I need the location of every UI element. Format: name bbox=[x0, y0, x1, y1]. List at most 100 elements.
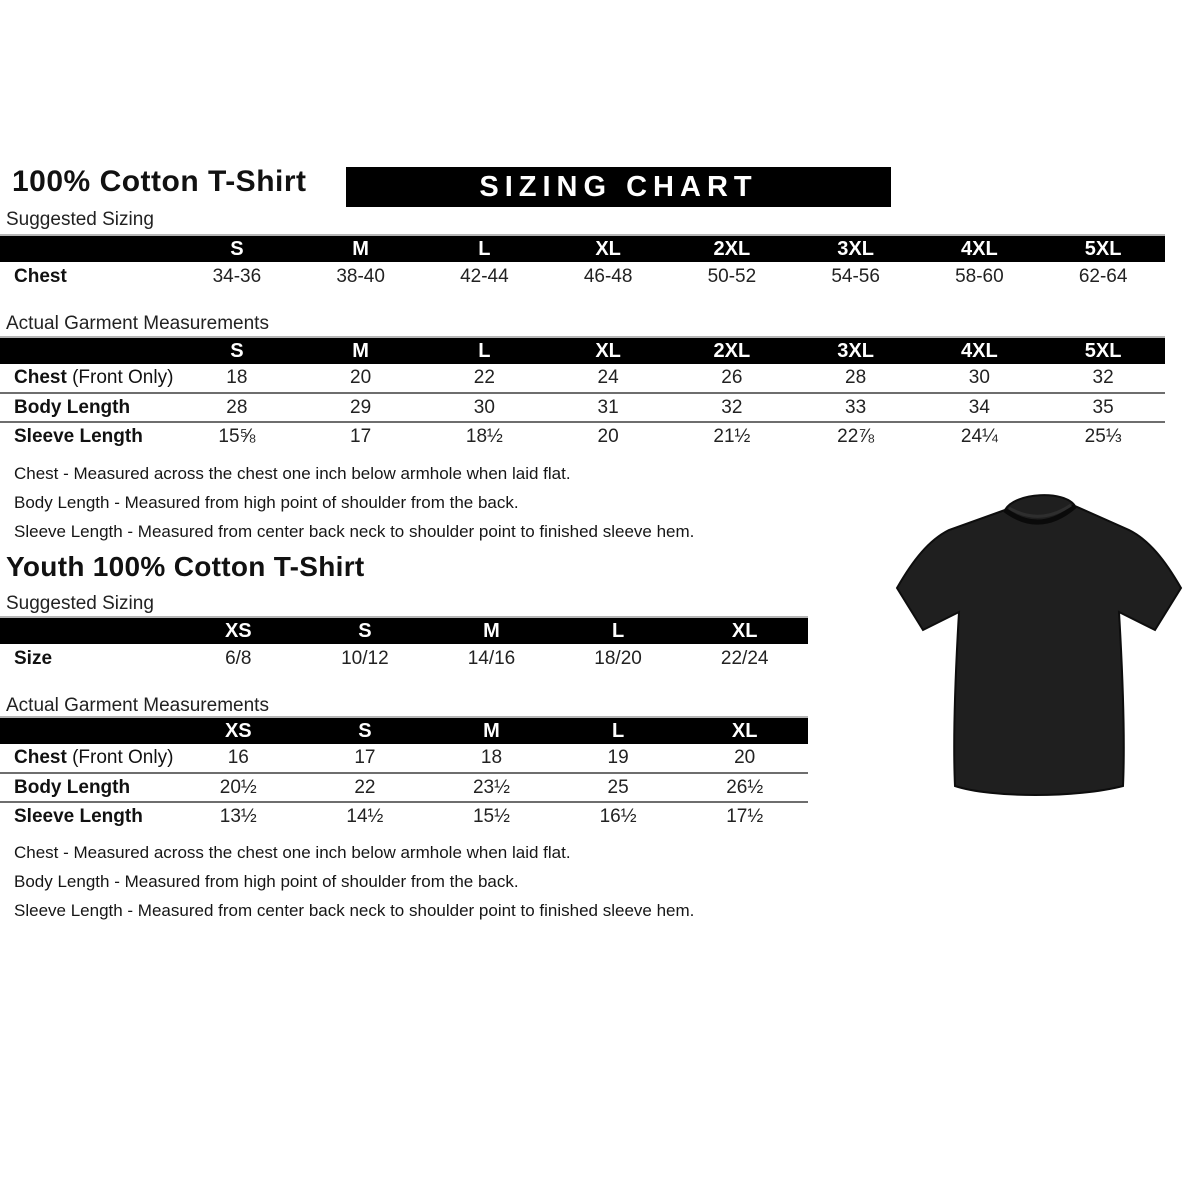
column-header-m: M bbox=[428, 717, 555, 744]
table-corner-cell bbox=[0, 235, 175, 262]
adult-actual-measurements-label: Actual Garment Measurements bbox=[6, 313, 269, 334]
measurement-value: 28 bbox=[845, 367, 867, 388]
black-tshirt-image bbox=[893, 480, 1193, 805]
measurement-value: 17 bbox=[350, 426, 372, 447]
column-header-2xl: 2XL bbox=[670, 235, 794, 262]
measurement-value: 46-48 bbox=[583, 265, 633, 287]
measurement-value: 28 bbox=[226, 396, 248, 418]
table-row: Chest 34-36 38-40 42-44 46-48 50-52 54-56 58-60… bbox=[0, 262, 1165, 291]
youth-suggested-sizing-label: Suggested Sizing bbox=[6, 593, 154, 614]
column-header-3xl: 3XL bbox=[793, 337, 918, 364]
measurement-value: 24 bbox=[597, 367, 619, 388]
measurement-value: 29 bbox=[350, 396, 372, 418]
measurement-value: 50-52 bbox=[707, 265, 757, 287]
table-row: Sleeve Length 15⅝ 17 18½ 20 21½ 22⅞ 24¼ 25⅓ bbox=[0, 422, 1165, 451]
measurement-value: 15½ bbox=[472, 806, 510, 827]
measurement-note-body-length: Body Length - Measured from high point o… bbox=[14, 493, 519, 512]
youth-measurement-notes: Chest - Measured across the chest one in… bbox=[14, 838, 694, 925]
measurement-value: 16 bbox=[227, 747, 249, 768]
measurement-note-chest: Chest - Measured across the chest one in… bbox=[14, 464, 571, 483]
adult-actual-measurements-table: S M L XL 2XL 3XL 4XL 5XL Chest (Front Only) 18 20 2… bbox=[0, 336, 1165, 451]
row-label: Chest bbox=[14, 265, 67, 287]
column-header-m: M bbox=[298, 337, 423, 364]
row-label: Sleeve Length bbox=[14, 426, 143, 447]
measurement-value: 25⅓ bbox=[1084, 426, 1122, 447]
measurement-value: 24¼ bbox=[960, 426, 998, 447]
adult-section-title: 100% Cotton T-Shirt bbox=[12, 165, 307, 198]
measurement-note-chest: Chest - Measured across the chest one in… bbox=[14, 843, 571, 862]
measurement-value: 30 bbox=[473, 396, 495, 418]
column-header-4xl: 4XL bbox=[917, 235, 1042, 262]
measurement-value: 10/12 bbox=[341, 647, 389, 669]
measurement-value: 16½ bbox=[599, 806, 637, 827]
row-label: Sleeve Length bbox=[14, 806, 143, 827]
measurement-value: 17½ bbox=[726, 806, 764, 827]
table-row: Body Length 20½ 22 23½ 25 26½ bbox=[0, 773, 808, 802]
tshirt-illustration bbox=[895, 494, 1183, 796]
measurement-value: 6/8 bbox=[225, 647, 252, 669]
table-row: Chest (Front Only) 16 17 18 19 20 bbox=[0, 744, 808, 773]
measurement-value: 22⅞ bbox=[837, 426, 875, 447]
tshirt-collar-highlight bbox=[1008, 503, 1072, 518]
measurement-value: 33 bbox=[845, 396, 867, 418]
measurement-note-body-length: Body Length - Measured from high point o… bbox=[14, 872, 519, 891]
measurement-value: 20 bbox=[350, 367, 372, 388]
youth-actual-measurements-table: XS S M L XL Chest (Front Only) 16 17 18 19 20 Body … bbox=[0, 716, 808, 831]
table-row: Body Length 28 29 30 31 32 33 34 35 bbox=[0, 393, 1165, 422]
measurement-value: 14/16 bbox=[467, 647, 516, 669]
measurement-value: 38-40 bbox=[336, 265, 385, 287]
column-header-s: S bbox=[175, 235, 299, 262]
row-label: Chest (Front Only) bbox=[14, 747, 174, 768]
measurement-value: 26½ bbox=[726, 776, 764, 798]
measurement-value: 58-60 bbox=[955, 265, 1004, 287]
measurement-value: 20 bbox=[597, 426, 619, 447]
measurement-value: 23½ bbox=[472, 776, 510, 798]
column-header-m: M bbox=[298, 235, 423, 262]
column-header-xl: XL bbox=[546, 337, 670, 364]
row-label: Size bbox=[14, 647, 53, 669]
column-header-s: S bbox=[301, 617, 429, 644]
table-row: Chest (Front Only) 18 20 22 24 26 28 30 32 bbox=[0, 364, 1165, 393]
measurement-value: 22 bbox=[473, 367, 495, 388]
measurement-value: 22/24 bbox=[720, 647, 769, 669]
measurement-value: 25 bbox=[607, 776, 629, 798]
column-header-xs: XS bbox=[175, 617, 302, 644]
measurement-value: 17 bbox=[354, 747, 376, 768]
column-header-l: L bbox=[554, 717, 682, 744]
column-header-5xl: 5XL bbox=[1041, 235, 1165, 262]
measurement-note-sleeve-length: Sleeve Length - Measured from center bac… bbox=[14, 901, 695, 920]
column-header-s: S bbox=[175, 337, 299, 364]
column-header-s: S bbox=[301, 717, 429, 744]
measurement-value: 15⅝ bbox=[218, 426, 256, 447]
row-label: Body Length bbox=[14, 776, 131, 798]
adult-suggested-sizing-table: S M L XL 2XL 3XL 4XL 5XL Chest 34-36 38-40 42-44 46-… bbox=[0, 234, 1165, 291]
measurement-value: 14½ bbox=[346, 806, 384, 827]
table-corner-cell bbox=[0, 717, 175, 744]
measurement-value: 20½ bbox=[219, 776, 257, 798]
youth-suggested-sizing-table: XS S M L XL Size 6/8 10/12 14/16 18/20 22/24 bbox=[0, 616, 808, 673]
measurement-value: 31 bbox=[597, 396, 619, 418]
measurement-value: 18/20 bbox=[594, 647, 642, 669]
measurement-value: 20 bbox=[734, 747, 756, 768]
column-header-l: L bbox=[422, 337, 547, 364]
table-corner-cell bbox=[0, 617, 175, 644]
youth-actual-measurements-label: Actual Garment Measurements bbox=[6, 695, 269, 716]
measurement-value: 19 bbox=[607, 747, 629, 768]
measurement-value: 34-36 bbox=[212, 265, 262, 287]
column-header-l: L bbox=[554, 617, 682, 644]
tshirt-body bbox=[895, 494, 1183, 796]
table-row: Sleeve Length 13½ 14½ 15½ 16½ 17½ bbox=[0, 802, 808, 831]
measurement-value: 34 bbox=[968, 396, 990, 418]
column-header-xl: XL bbox=[546, 235, 670, 262]
table-corner-cell bbox=[0, 337, 175, 364]
measurement-value: 18½ bbox=[465, 426, 503, 447]
measurement-value: 42-44 bbox=[460, 265, 509, 287]
adult-measurement-notes: Chest - Measured across the chest one in… bbox=[14, 459, 694, 546]
measurement-value: 13½ bbox=[219, 806, 257, 827]
measurement-value: 54-56 bbox=[831, 265, 880, 287]
adult-suggested-sizing-label: Suggested Sizing bbox=[6, 209, 154, 230]
column-header-xs: XS bbox=[175, 717, 302, 744]
measurement-note-sleeve-length: Sleeve Length - Measured from center bac… bbox=[14, 522, 695, 541]
youth-section-title: Youth 100% Cotton T-Shirt bbox=[6, 551, 365, 582]
